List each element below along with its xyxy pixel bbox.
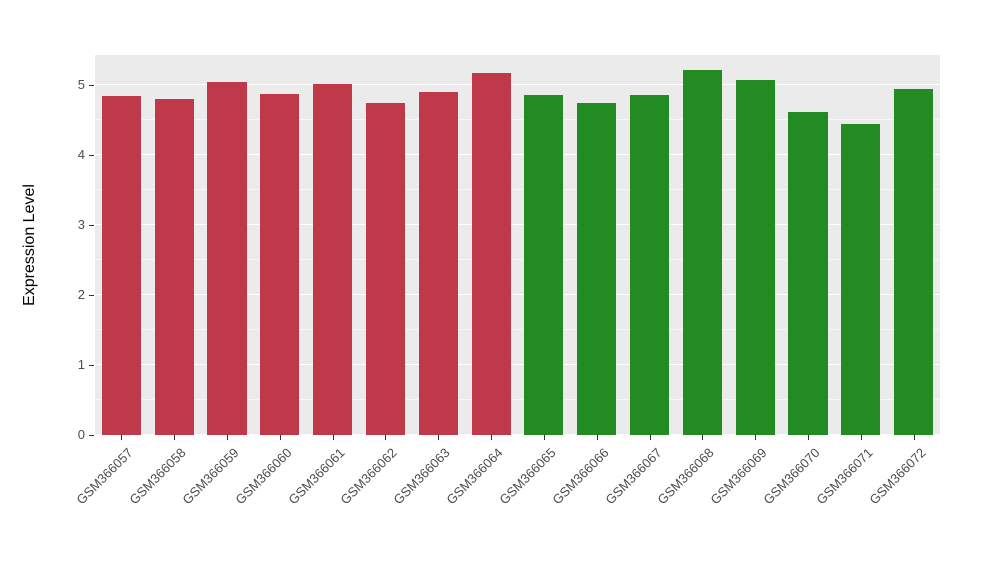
- x-axis-tick: [385, 435, 387, 440]
- bar-GSM366060: [260, 93, 300, 435]
- bar-GSM366071: [841, 123, 881, 435]
- bar-GSM366063: [418, 92, 458, 435]
- gridline-minor: [95, 189, 940, 191]
- gridline-major: [95, 84, 940, 86]
- gridline-minor: [95, 259, 940, 261]
- y-axis-title: Expression Level: [21, 184, 38, 306]
- x-axis-tick: [543, 435, 545, 440]
- x-axis-tick: [702, 435, 704, 440]
- bar-GSM366066: [577, 102, 617, 435]
- bar-GSM366058: [154, 99, 194, 435]
- gridline-major: [95, 364, 940, 366]
- y-axis-tick: [89, 365, 94, 367]
- x-tick-label-GSM366060: GSM366060: [232, 445, 295, 508]
- y-axis-tick: [89, 225, 94, 227]
- bar-GSM366064: [471, 72, 511, 435]
- x-tick-label-GSM366070: GSM366070: [760, 445, 823, 508]
- bar-GSM366065: [524, 94, 564, 435]
- x-axis-tick: [649, 435, 651, 440]
- gridline-major: [95, 294, 940, 296]
- bar-GSM366070: [788, 111, 828, 435]
- x-axis-tick: [913, 435, 915, 440]
- x-tick-label-GSM366065: GSM366065: [496, 445, 559, 508]
- gridline-major: [95, 154, 940, 156]
- x-axis-tick: [279, 435, 281, 440]
- y-tick-label: 5: [77, 77, 85, 93]
- x-tick-label-GSM366066: GSM366066: [549, 445, 612, 508]
- y-tick-label: 1: [77, 357, 85, 373]
- gridline-minor: [95, 119, 940, 121]
- y-tick-label: 3: [77, 217, 85, 233]
- x-axis-tick: [438, 435, 440, 440]
- x-axis-tick: [491, 435, 493, 440]
- y-tick-label: 4: [77, 147, 85, 163]
- y-axis-tick: [89, 85, 94, 87]
- bar-GSM366057: [101, 95, 141, 435]
- bar-GSM366061: [313, 83, 353, 435]
- x-tick-label-GSM366069: GSM366069: [707, 445, 770, 508]
- y-axis-tick: [89, 155, 94, 157]
- bar-GSM366062: [365, 102, 405, 435]
- x-tick-label-GSM366059: GSM366059: [179, 445, 242, 508]
- x-axis-tick: [227, 435, 229, 440]
- gridline-minor: [95, 329, 940, 331]
- bar-GSM366069: [735, 79, 775, 435]
- x-axis-tick: [596, 435, 598, 440]
- x-axis-tick: [755, 435, 757, 440]
- x-tick-label-GSM366064: GSM366064: [443, 445, 506, 508]
- bar-GSM366068: [682, 70, 722, 435]
- gridline-major: [95, 224, 940, 226]
- x-axis-tick: [860, 435, 862, 440]
- x-axis-tick: [121, 435, 123, 440]
- y-axis-tick: [89, 295, 94, 297]
- x-axis-tick: [332, 435, 334, 440]
- x-axis-tick: [174, 435, 176, 440]
- y-axis-tick: [89, 435, 94, 436]
- bar-GSM366067: [629, 94, 670, 435]
- x-axis-tick: [807, 435, 809, 440]
- x-tick-label-GSM366058: GSM366058: [126, 445, 189, 508]
- x-tick-label-GSM366063: GSM366063: [390, 445, 453, 508]
- gridline-major: [95, 434, 940, 435]
- bar-GSM366072: [894, 89, 934, 435]
- gridline-minor: [95, 399, 940, 401]
- y-tick-label: 0: [77, 427, 85, 442]
- plot-panel: [95, 55, 940, 435]
- bar-GSM366059: [207, 81, 247, 435]
- x-tick-label-GSM366071: GSM366071: [813, 445, 876, 508]
- y-tick-label: 2: [77, 287, 85, 303]
